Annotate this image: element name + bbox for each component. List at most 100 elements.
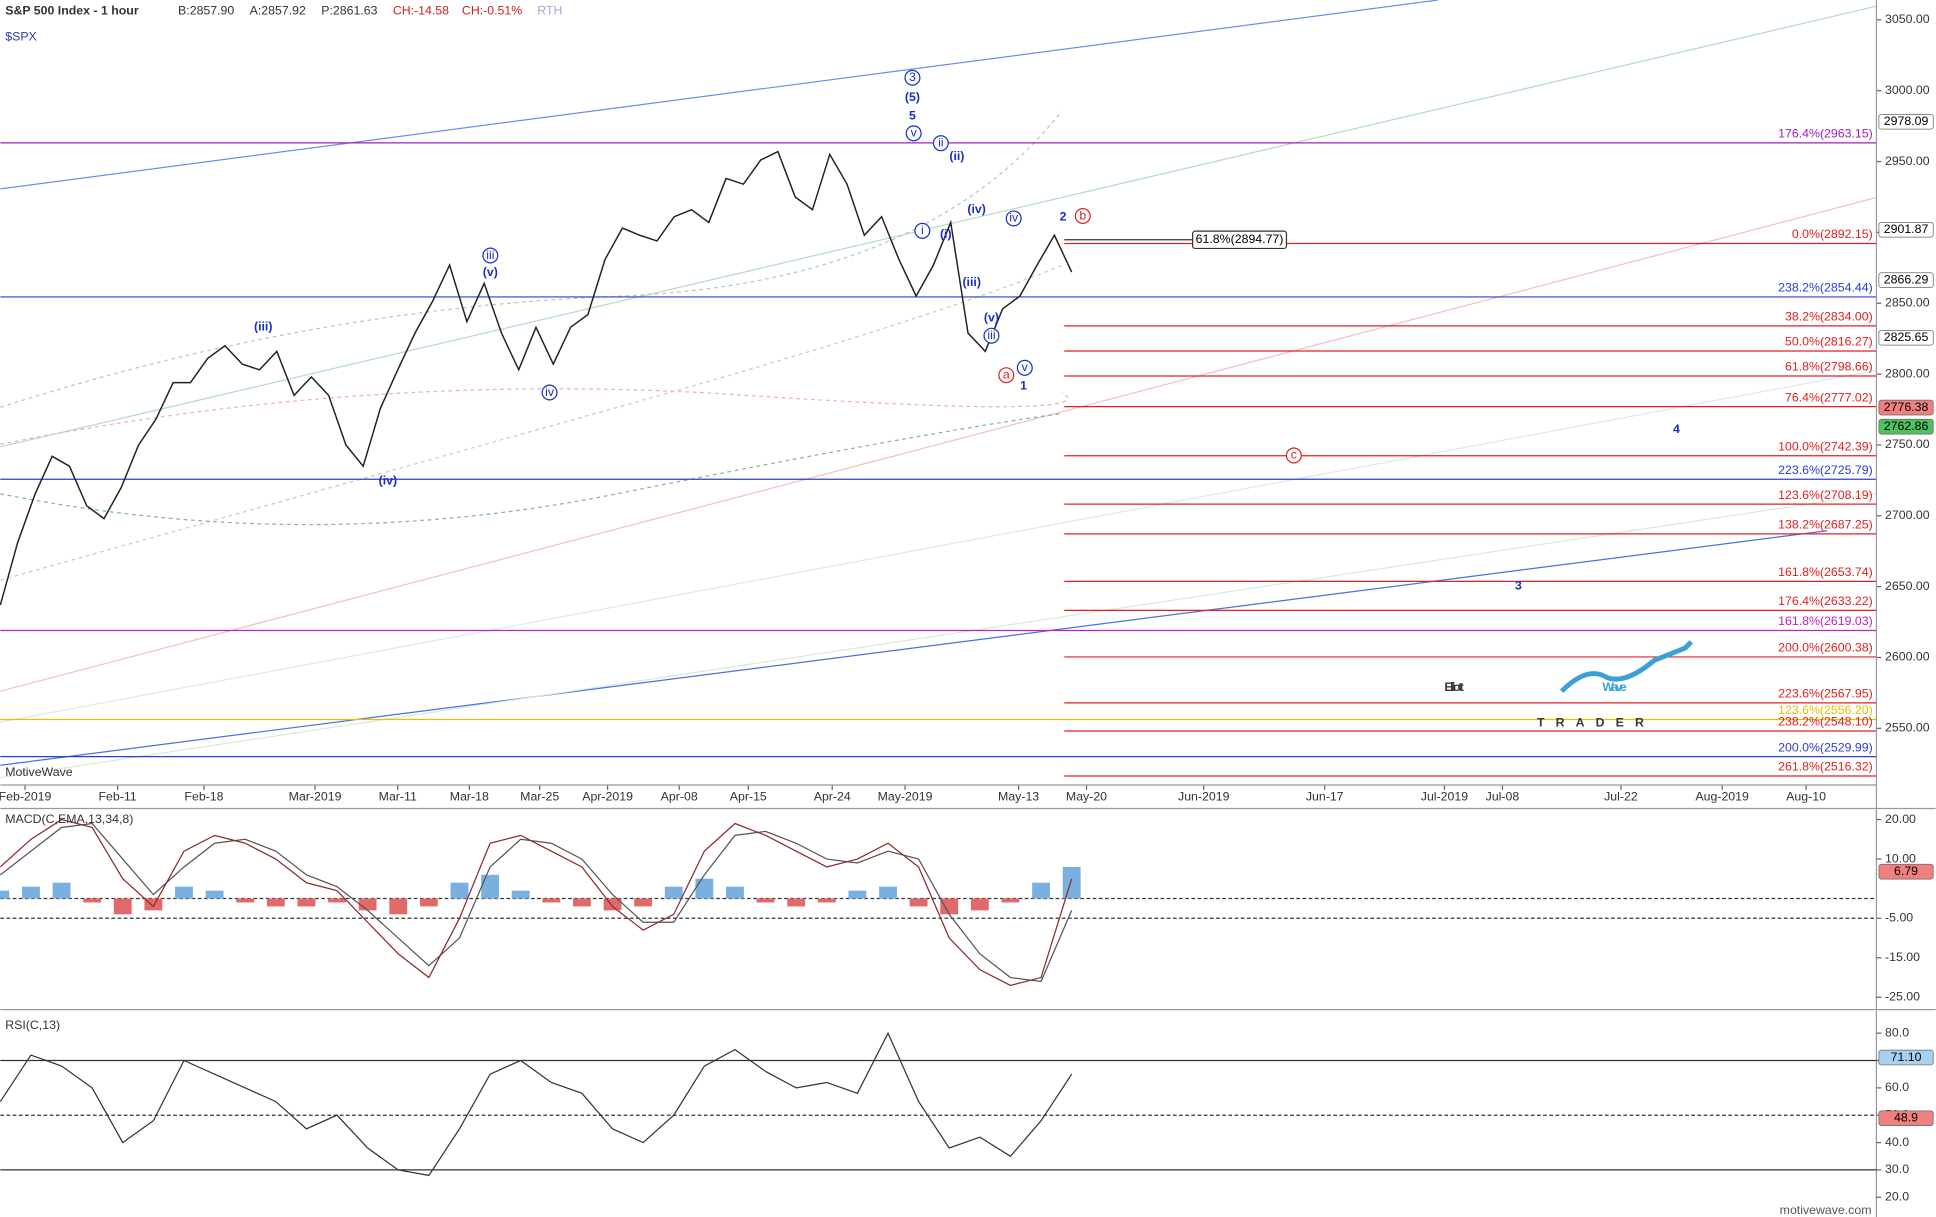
y-tick-label: 20.0 — [1885, 1190, 1909, 1204]
histogram-bar — [695, 878, 714, 899]
wave-label: 2 — [1060, 209, 1067, 223]
level-label: 238.2%(2854.44) — [1778, 281, 1873, 295]
x-tick-label: Feb-2019 — [0, 790, 52, 804]
y-tick-label: 2650.00 — [1885, 579, 1930, 593]
x-tick-label: Aug-10 — [1786, 790, 1826, 804]
logo-swoosh — [1559, 640, 1694, 693]
level-label: 223.6%(2567.95) — [1778, 687, 1873, 701]
histogram-bar — [1062, 866, 1081, 899]
bid: B:2857.90 — [178, 3, 234, 17]
watermark: motivewave.com — [1780, 1203, 1872, 1217]
wave-label: a — [1003, 367, 1010, 381]
x-tick-label: Jul-2019 — [1421, 790, 1468, 804]
chart-title: S&P 500 Index - 1 hour — [5, 3, 139, 17]
channel-line — [0, 530, 1828, 766]
price-tag-label: 2825.65 — [1884, 330, 1929, 344]
level-label: 138.2%(2687.25) — [1778, 517, 1873, 531]
wave-circle — [1016, 359, 1033, 376]
y-tick-label: 2750.00 — [1885, 437, 1930, 451]
x-tick-label: Apr-08 — [661, 790, 698, 804]
wave-label: 1 — [1020, 379, 1027, 393]
level-label: 223.6%(2725.79) — [1778, 463, 1873, 477]
x-tick-label: Aug-2019 — [1695, 790, 1749, 804]
x-tick-label: May-2019 — [878, 790, 933, 804]
wave-circle — [904, 69, 921, 86]
wave-label: iv — [1009, 211, 1019, 225]
fib-box — [1192, 230, 1288, 250]
macd-line — [0, 818, 1073, 987]
histogram-bar — [236, 898, 255, 903]
histogram-bar — [634, 898, 653, 907]
histogram-bar — [328, 898, 346, 903]
histogram-bar — [450, 882, 469, 899]
level-label: 238.2%(2548.10) — [1778, 715, 1873, 729]
wave-label: (iv) — [379, 474, 398, 488]
histogram-bar — [419, 898, 438, 907]
x-tick-label: Mar-25 — [520, 790, 559, 804]
price-tag — [1878, 1049, 1934, 1066]
price-line — [0, 150, 1073, 606]
level-label: 200.0%(2529.99) — [1778, 740, 1873, 754]
change: CH:-14.58 — [393, 3, 449, 17]
y-tick-label: -5.00 — [1885, 911, 1913, 925]
x-tick-label: May-13 — [998, 790, 1039, 804]
wave-label: (iv) — [967, 202, 986, 216]
histogram-bar — [940, 898, 959, 915]
wave-label: iii — [987, 328, 995, 342]
level-label: 123.6%(2556.20) — [1778, 703, 1873, 717]
wave-label: 3 — [1515, 579, 1522, 593]
wave-label: v — [911, 126, 918, 140]
histogram-bar — [817, 898, 836, 903]
y-tick-label: 20.00 — [1885, 812, 1916, 826]
level-label: 38.2%(2834.00) — [1785, 310, 1873, 324]
price-tag — [1878, 272, 1934, 288]
wave-label: c — [1291, 448, 1297, 462]
histogram-bar — [83, 898, 102, 903]
panel-title: RSI(C,13) — [5, 1018, 60, 1032]
x-tick-label: Apr-24 — [814, 790, 851, 804]
level-label: 76.4%(2777.02) — [1785, 390, 1873, 404]
wave-circle — [541, 384, 558, 401]
price-tag — [1878, 399, 1934, 416]
wave-label: 3 — [909, 70, 916, 84]
channel-line — [0, 369, 1877, 723]
wave-label: (ii) — [949, 149, 964, 163]
wave-circle — [1005, 210, 1022, 227]
level-label: 161.8%(2619.03) — [1778, 614, 1873, 628]
price-tag-label: 6.79 — [1894, 864, 1918, 878]
wave-circle — [482, 247, 499, 264]
histogram-bar — [726, 886, 744, 899]
wave-label: (iii) — [962, 275, 981, 289]
wave-label: ii — [938, 135, 943, 149]
price-tag-label: 2901.87 — [1884, 222, 1929, 236]
channel-line — [0, 5, 1877, 448]
x-tick-label: Apr-2019 — [582, 790, 633, 804]
price-tag — [1878, 113, 1934, 130]
price-tag-label: 48.9 — [1894, 1111, 1918, 1125]
price-plot: 3050.003000.002950.002900.002850.002800.… — [0, 12, 1934, 804]
y-tick-label: 30.0 — [1885, 1162, 1909, 1176]
session: RTH — [537, 3, 562, 17]
rsi-panel: 80.070.060.050.040.030.020.0RSI(C,13)71.… — [0, 1018, 1934, 1204]
x-tick-label: Feb-18 — [184, 790, 223, 804]
histogram-bar — [144, 898, 163, 911]
wave-circle — [983, 327, 1000, 344]
histogram-bar — [603, 898, 622, 911]
histogram-bar — [511, 890, 530, 899]
price-tag-label: 2762.86 — [1884, 419, 1929, 433]
wave-label: (v) — [483, 265, 498, 279]
level-label: 176.4%(2633.22) — [1778, 594, 1873, 608]
x-tick-label: Feb-11 — [99, 790, 137, 804]
signal-line — [0, 822, 1073, 983]
wave-circle — [998, 367, 1015, 384]
price-tag-label: 2978.09 — [1884, 114, 1929, 128]
fib-box-label: 61.8%(2894.77) — [1196, 232, 1284, 246]
histogram-bar — [909, 898, 928, 907]
x-tick-label: Jul-08 — [1486, 790, 1520, 804]
wave-circle — [905, 125, 922, 142]
y-tick-label: 2700.00 — [1885, 508, 1930, 522]
channel-line — [0, 493, 1877, 779]
